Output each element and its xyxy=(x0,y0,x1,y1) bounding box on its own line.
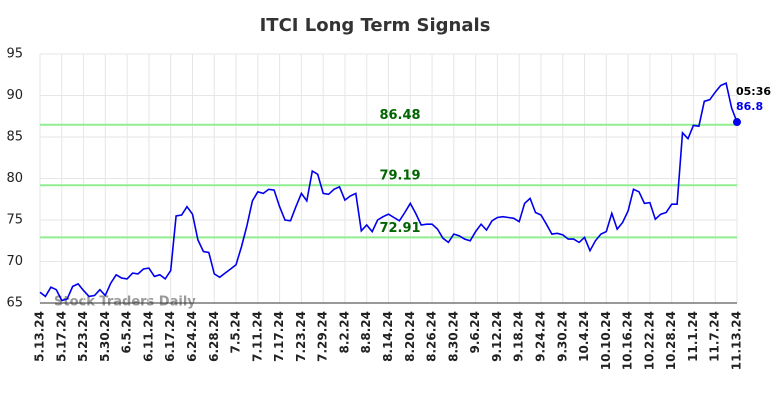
y-tick-label: 80 xyxy=(6,171,23,186)
x-tick-label: 7.23.24 xyxy=(294,311,308,362)
signal-label: 79.19 xyxy=(379,169,420,184)
x-tick-label: 10.10.24 xyxy=(599,311,613,370)
x-tick-label: 6.11.24 xyxy=(141,311,155,362)
x-tick-label: 8.2.24 xyxy=(337,311,351,354)
x-tick-label: 11.13.24 xyxy=(730,311,744,370)
x-tick-label: 6.17.24 xyxy=(163,311,177,362)
x-tick-label: 9.24.24 xyxy=(533,311,547,362)
x-tick-label: 9.12.24 xyxy=(490,311,504,362)
y-tick-label: 85 xyxy=(6,130,23,145)
x-tick-label: 11.7.24 xyxy=(708,311,722,362)
x-tick-label: 10.22.24 xyxy=(642,311,656,370)
last-point xyxy=(733,118,741,127)
y-tick-label: 95 xyxy=(6,47,23,62)
y-tick-label: 65 xyxy=(6,296,23,311)
x-tick-label: 8.26.24 xyxy=(425,311,439,362)
x-tick-label: 7.29.24 xyxy=(316,311,330,362)
x-tick-label: 9.6.24 xyxy=(468,311,482,354)
watermark: Stock Traders Daily xyxy=(54,295,196,310)
x-tick-label: 6.24.24 xyxy=(185,311,199,362)
x-tick-label: 7.11.24 xyxy=(250,311,264,362)
x-tick-label: 8.30.24 xyxy=(446,311,460,362)
x-tick-label: 5.13.24 xyxy=(33,311,47,362)
x-tick-label: 5.30.24 xyxy=(98,311,112,362)
signal-label: 86.48 xyxy=(379,108,420,123)
x-tick-label: 9.30.24 xyxy=(555,311,569,362)
chart-title: ITCI Long Term Signals xyxy=(260,15,491,36)
last-value-label: 86.8 xyxy=(736,100,763,113)
x-tick-label: 7.5.24 xyxy=(229,311,243,354)
y-tick-label: 70 xyxy=(6,254,23,269)
x-tick-label: 6.28.24 xyxy=(207,311,221,362)
signal-label: 72.91 xyxy=(379,221,420,236)
price-line xyxy=(39,81,738,302)
x-tick-label: 9.18.24 xyxy=(512,311,526,362)
x-tick-label: 10.4.24 xyxy=(577,311,591,362)
x-tick-label: 10.28.24 xyxy=(664,311,678,370)
y-tick-label: 75 xyxy=(6,213,23,228)
x-tick-label: 8.14.24 xyxy=(381,311,395,362)
x-tick-label: 7.17.24 xyxy=(272,311,286,362)
x-tick-label: 6.5.24 xyxy=(120,311,134,354)
x-tick-label: 5.17.24 xyxy=(54,311,68,362)
x-tick-label: 10.16.24 xyxy=(621,311,635,370)
y-tick-label: 90 xyxy=(6,88,23,103)
x-tick-label: 8.8.24 xyxy=(359,311,373,354)
x-tick-label: 8.20.24 xyxy=(403,311,417,362)
time-label: 05:36 xyxy=(736,85,771,98)
x-tick-label: 5.23.24 xyxy=(76,311,90,362)
x-tick-label: 11.1.24 xyxy=(686,311,700,362)
